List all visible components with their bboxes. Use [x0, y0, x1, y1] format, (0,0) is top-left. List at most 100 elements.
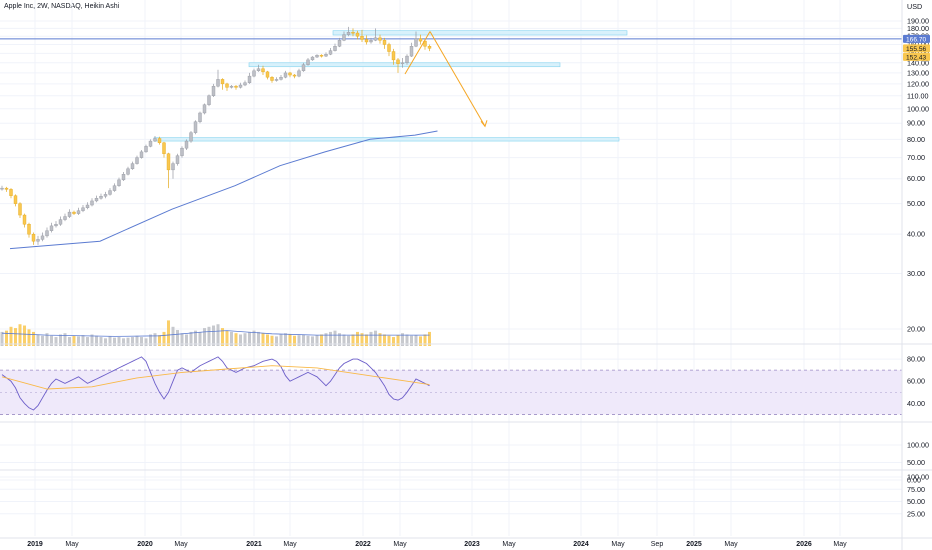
projection-arrowhead: [480, 120, 488, 128]
volume-bar: [153, 333, 157, 346]
volume-bar: [36, 334, 40, 346]
price-tick-label: 80.00: [907, 135, 925, 144]
rsi-ma-line: [1, 365, 430, 390]
time-scale[interactable]: 2019 May 2020 May 2021 May 2022 May 2023 May 2024 M…: [27, 541, 847, 548]
candle-body: [247, 75, 252, 83]
candle-body: [58, 219, 63, 225]
volume-bar: [32, 331, 35, 346]
candle-body: [189, 132, 193, 142]
volume-bar: [401, 333, 404, 346]
volume-bar: [396, 335, 400, 346]
candle-body: [9, 189, 13, 196]
price-tag: [903, 34, 930, 43]
candle-body: [67, 211, 72, 217]
volume-bar: [212, 325, 215, 346]
candle-body: [112, 185, 117, 191]
candle-body: [36, 239, 40, 242]
time-tick-label: 2019: [27, 541, 43, 548]
candle-body: [256, 68, 261, 72]
candle-body: [243, 82, 247, 86]
volume-bar: [410, 335, 413, 346]
pane4-tick-label: 50.00: [907, 497, 925, 506]
rsi-line: [1, 356, 430, 411]
volume-bar: [369, 331, 373, 346]
moving-average-line: [9, 130, 438, 250]
price-scale[interactable]: USD190.00180.00170.00160.00150.00140.001…: [903, 2, 930, 518]
volume-bar: [392, 337, 395, 346]
volume-bar: [50, 335, 53, 346]
candle-body: [202, 104, 207, 114]
volume-bar: [234, 333, 238, 346]
price-zones[interactable]: [153, 30, 628, 142]
candle-body: [373, 37, 378, 41]
indicator-lines: [1, 130, 438, 411]
candle-body: [135, 157, 139, 164]
candle-body: [229, 85, 234, 88]
rsi-tick-label: 60.00: [907, 377, 925, 386]
projection-line: [429, 31, 486, 127]
volume-bar: [293, 335, 296, 346]
candle-body: [405, 55, 409, 63]
pane4-tick-label: 25.00: [907, 509, 925, 518]
candle-body: [378, 37, 382, 41]
candle-body: [252, 70, 256, 77]
price-tick-label: 20.00: [907, 325, 925, 334]
candle-body: [369, 40, 373, 43]
volume-bars: [0, 320, 431, 346]
volume-bar: [266, 334, 269, 346]
volume-bar: [23, 325, 26, 346]
time-tick-label: May: [502, 541, 516, 548]
volume-bar: [414, 335, 418, 346]
price-tick-label: 60.00: [907, 174, 925, 183]
candle-body: [4, 187, 9, 190]
candle-body: [153, 138, 157, 142]
candle-body: [261, 68, 265, 73]
volume-bar: [86, 337, 89, 346]
price-tick-label: 190.00: [907, 17, 929, 26]
candle-body: [306, 59, 310, 65]
volume-bar: [243, 333, 247, 346]
rsi-tick-label: 80.00: [907, 355, 925, 364]
price-tick-label: 180.00: [907, 24, 929, 33]
volume-bar: [324, 333, 328, 346]
price-tick-label: 100.00: [907, 104, 929, 113]
candle-body: [99, 195, 103, 199]
volume-bar: [252, 330, 256, 346]
candle-body: [216, 79, 220, 87]
candle-body: [396, 59, 400, 64]
candle-body: [211, 85, 216, 96]
volume-bar: [320, 334, 323, 346]
candles: [0, 26, 432, 245]
volume-bar: [27, 329, 31, 346]
volume-bar: [329, 331, 332, 346]
volume-bar: [315, 335, 319, 346]
candle-body: [346, 32, 351, 35]
volume-bar: [356, 331, 359, 346]
candle-body: [310, 56, 315, 61]
time-tick-label: May: [174, 541, 188, 548]
candle-body: [184, 140, 189, 149]
candle-body: [162, 142, 166, 154]
volume-bar: [288, 334, 292, 346]
candle-body: [198, 112, 202, 122]
volume-bar: [68, 337, 71, 346]
candle-body: [315, 54, 319, 58]
time-tick-label: 2021: [246, 541, 262, 548]
pane3-tick-label: 100.00: [907, 441, 929, 450]
volume-bar: [306, 335, 310, 346]
volume-bar: [284, 333, 287, 346]
volume-bar: [347, 335, 350, 346]
volume-bar: [72, 335, 76, 346]
volume-bar: [122, 338, 125, 346]
price-tick-label: 110.00: [907, 91, 928, 100]
volume-bar: [216, 324, 220, 346]
time-tick-label: Sep: [651, 541, 664, 548]
volume-bar: [45, 333, 49, 346]
volume-bar: [270, 335, 274, 346]
candle-body: [175, 155, 180, 164]
projection-arrow[interactable]: [404, 31, 488, 128]
volume-bar: [126, 337, 130, 346]
volume-bar: [365, 334, 368, 346]
candle-body: [148, 140, 153, 147]
